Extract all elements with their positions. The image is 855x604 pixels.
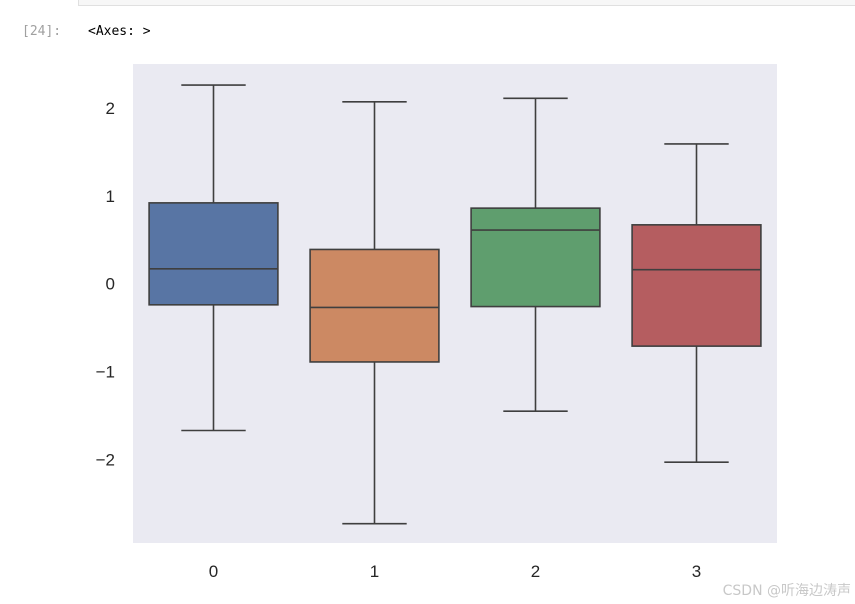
watermark: CSDN @听海边涛声 — [722, 583, 851, 599]
box-3 — [631, 224, 762, 347]
x-tick-label: 1 — [370, 562, 379, 581]
box-1 — [309, 248, 440, 363]
y-tick-label: 2 — [106, 99, 115, 118]
x-tick-label: 0 — [209, 562, 218, 581]
y-tick-label: −1 — [96, 363, 115, 382]
x-tick-label: 3 — [692, 562, 701, 581]
box-2 — [470, 207, 601, 308]
y-tick-label: −2 — [96, 451, 115, 470]
previous-cell-edge — [78, 0, 855, 6]
box-0 — [148, 202, 279, 306]
output-text: <Axes: > — [88, 24, 151, 39]
output-prompt: [24]: — [22, 24, 62, 39]
x-tick-label: 2 — [531, 562, 540, 581]
y-tick-label: 0 — [106, 275, 115, 294]
y-tick-label: 1 — [106, 187, 115, 206]
